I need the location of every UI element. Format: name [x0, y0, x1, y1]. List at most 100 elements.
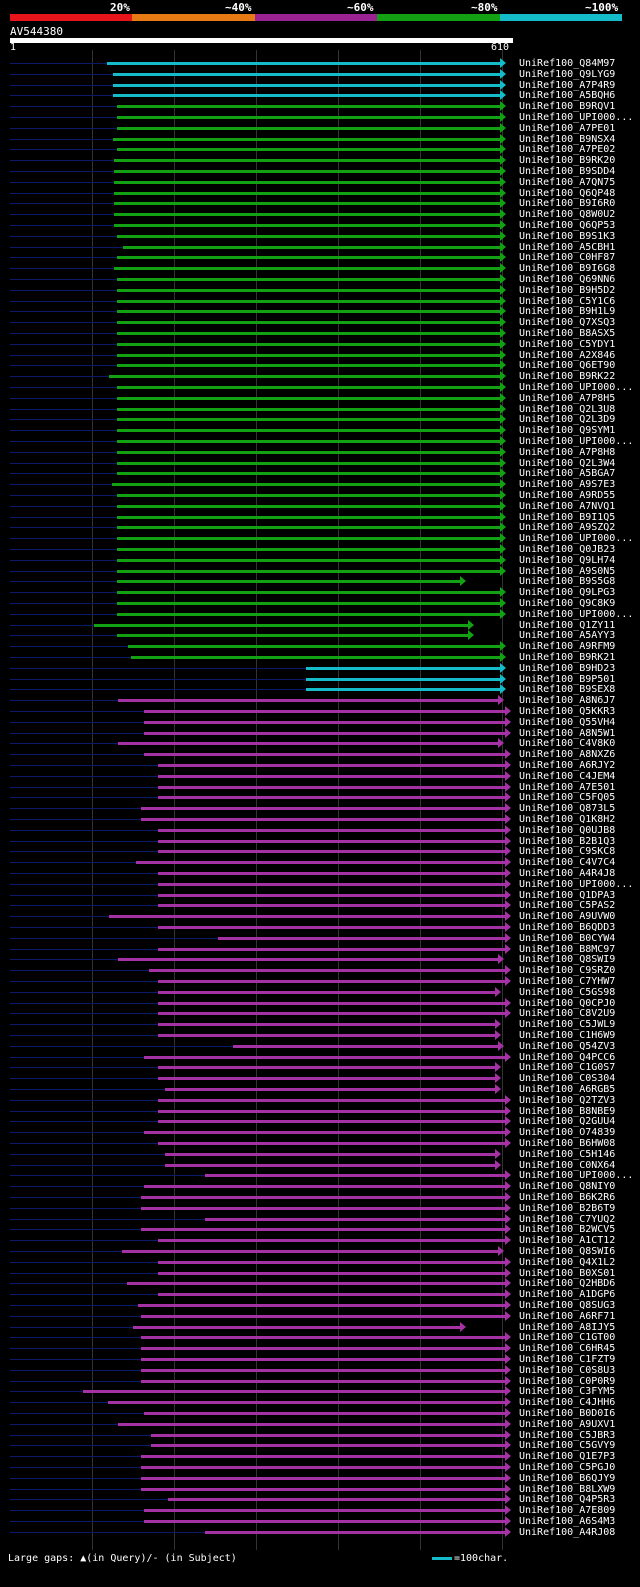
hit-row[interactable]: UniRef100_Q9LH74	[0, 554, 640, 566]
alignment-bar[interactable]	[83, 1390, 505, 1394]
hit-row[interactable]: UniRef100_Q6QP48	[0, 187, 640, 199]
hit-row[interactable]: UniRef100_C5FQ05	[0, 792, 640, 803]
hit-label[interactable]: UniRef100_UPI000...	[519, 608, 634, 620]
hit-label[interactable]: UniRef100_A9UXV1	[519, 1418, 616, 1430]
alignment-bar[interactable]	[158, 872, 505, 875]
hit-row[interactable]: UniRef100_C7YHW7	[0, 976, 640, 987]
hit-label[interactable]: UniRef100_Q0CPJ0	[519, 997, 616, 1009]
alignment-bar[interactable]	[117, 364, 500, 368]
hit-row[interactable]: UniRef100_C9SKC8	[0, 846, 640, 857]
hit-row[interactable]: UniRef100_Q9SYM1	[0, 425, 640, 436]
hit-row[interactable]: UniRef100_Q69NN6	[0, 274, 640, 285]
alignment-bar[interactable]	[122, 1250, 498, 1253]
alignment-bar[interactable]	[306, 666, 500, 670]
alignment-bar[interactable]	[117, 116, 500, 119]
hit-row[interactable]: UniRef100_A9UXV1	[0, 1418, 640, 1430]
hit-row[interactable]: UniRef100_A9S7E3	[0, 479, 640, 490]
hit-row[interactable]: UniRef100_B6K2R6	[0, 1192, 640, 1203]
hit-label[interactable]: UniRef100_O74839	[519, 1127, 616, 1139]
hit-label[interactable]: UniRef100_C4V7C4	[519, 857, 616, 869]
hit-label[interactable]: UniRef100_Q6ET90	[519, 360, 616, 372]
alignment-bar[interactable]	[306, 688, 500, 692]
alignment-bar[interactable]	[158, 764, 505, 767]
hit-label[interactable]: UniRef100_UPI000...	[519, 878, 634, 890]
alignment-bar[interactable]	[158, 785, 505, 789]
hit-label[interactable]: UniRef100_A8N5W1	[519, 727, 616, 739]
alignment-bar[interactable]	[118, 1422, 505, 1426]
hit-row[interactable]: UniRef100_A9RD55	[0, 490, 640, 501]
alignment-bar[interactable]	[141, 1336, 505, 1340]
hit-row[interactable]: UniRef100_B9NSX4	[0, 133, 640, 145]
hit-row[interactable]: UniRef100_UPI000...	[0, 608, 640, 620]
alignment-bar[interactable]	[158, 1271, 505, 1275]
hit-row[interactable]: UniRef100_B9RK22	[0, 371, 640, 382]
hit-label[interactable]: UniRef100_A9S0N5	[519, 565, 616, 577]
hit-row[interactable]: UniRef100_UPI000...	[0, 878, 640, 890]
alignment-bar[interactable]	[117, 429, 500, 433]
hit-row[interactable]: UniRef100_Q8SWI6	[0, 1246, 640, 1257]
hit-row[interactable]: UniRef100_A9SZQ2	[0, 522, 640, 533]
hit-row[interactable]: UniRef100_A8NXZ6	[0, 749, 640, 760]
hit-row[interactable]: UniRef100_Q7XSQ3	[0, 317, 640, 328]
hit-label[interactable]: UniRef100_A9UVW0	[519, 911, 616, 923]
hit-label[interactable]: UniRef100_A9RD55	[519, 490, 616, 501]
hit-row[interactable]: UniRef100_A7QN75	[0, 176, 640, 188]
alignment-bar[interactable]	[117, 396, 500, 400]
hit-row[interactable]: UniRef100_A1CT12	[0, 1235, 640, 1246]
hit-label[interactable]: UniRef100_C0S304	[519, 1073, 616, 1085]
hit-row[interactable]: UniRef100_C0S8U3	[0, 1364, 640, 1376]
hit-label[interactable]: UniRef100_C0HF87	[519, 252, 616, 264]
alignment-bar[interactable]	[117, 418, 500, 422]
alignment-bar[interactable]	[114, 180, 500, 184]
hit-label[interactable]: UniRef100_Q0JB23	[519, 544, 616, 555]
alignment-bar[interactable]	[117, 612, 500, 616]
hit-label[interactable]: UniRef100_C7YHW7	[519, 976, 616, 987]
alignment-bar[interactable]	[233, 1044, 498, 1048]
hit-label[interactable]: UniRef100_A5CBH1	[519, 241, 616, 253]
hit-label[interactable]: UniRef100_A9SZQ2	[519, 522, 616, 534]
alignment-bar[interactable]	[158, 1260, 505, 1264]
hit-row[interactable]: UniRef100_B2B1Q3	[0, 835, 640, 847]
alignment-bar[interactable]	[144, 1520, 505, 1523]
hit-label[interactable]: UniRef100_Q5KKR3	[519, 706, 616, 717]
hit-row[interactable]: UniRef100_UPI000...	[0, 1170, 640, 1181]
hit-row[interactable]: UniRef100_UPI000...	[0, 436, 640, 447]
hit-row[interactable]: UniRef100_Q2HBD6	[0, 1278, 640, 1289]
alignment-bar[interactable]	[158, 839, 505, 843]
hit-label[interactable]: UniRef100_B9S5G8	[519, 576, 616, 588]
alignment-bar[interactable]	[117, 504, 500, 508]
alignment-bar[interactable]	[158, 1034, 495, 1037]
alignment-bar[interactable]	[113, 72, 500, 76]
alignment-bar[interactable]	[158, 1023, 495, 1027]
hit-row[interactable]: UniRef100_B9H1L9	[0, 306, 640, 317]
alignment-bar[interactable]	[158, 904, 505, 908]
hit-row[interactable]: UniRef100_Q1E7P3	[0, 1451, 640, 1462]
alignment-bar[interactable]	[141, 1314, 505, 1318]
hit-row[interactable]: UniRef100_B9I1Q5	[0, 511, 640, 523]
alignment-bar[interactable]	[117, 288, 500, 292]
hit-row[interactable]: UniRef100_C1G0S7	[0, 1062, 640, 1073]
alignment-bar[interactable]	[141, 1476, 505, 1480]
hit-label[interactable]: UniRef100_B9HD23	[519, 662, 616, 674]
hit-label[interactable]: UniRef100_A9RFM9	[519, 641, 616, 653]
alignment-bar[interactable]	[114, 267, 500, 271]
hit-label[interactable]: UniRef100_B6QJY9	[519, 1472, 616, 1484]
alignment-bar[interactable]	[158, 1120, 505, 1124]
alignment-bar[interactable]	[141, 1466, 505, 1469]
hit-label[interactable]: UniRef100_B9RK20	[519, 155, 616, 167]
hit-label[interactable]: UniRef100_C9SKC8	[519, 846, 616, 858]
alignment-bar[interactable]	[117, 461, 500, 465]
hit-row[interactable]: UniRef100_UPI000...	[0, 382, 640, 393]
hit-label[interactable]: UniRef100_B9P501	[519, 673, 616, 685]
hit-label[interactable]: UniRef100_B0XS01	[519, 1267, 616, 1279]
hit-row[interactable]: UniRef100_A1DGP6	[0, 1289, 640, 1300]
hit-row[interactable]: UniRef100_C9SRZ0	[0, 965, 640, 976]
alignment-bar[interactable]	[158, 990, 495, 994]
alignment-bar[interactable]	[118, 699, 498, 703]
hit-row[interactable]: UniRef100_UPI000...	[0, 112, 640, 123]
hit-label[interactable]: UniRef100_Q9C8K9	[519, 598, 616, 609]
alignment-bar[interactable]	[117, 537, 500, 541]
hit-row[interactable]: UniRef100_B8ASX5	[0, 328, 640, 339]
hit-row[interactable]: UniRef100_A7E501	[0, 781, 640, 793]
alignment-bar[interactable]	[165, 1163, 495, 1167]
